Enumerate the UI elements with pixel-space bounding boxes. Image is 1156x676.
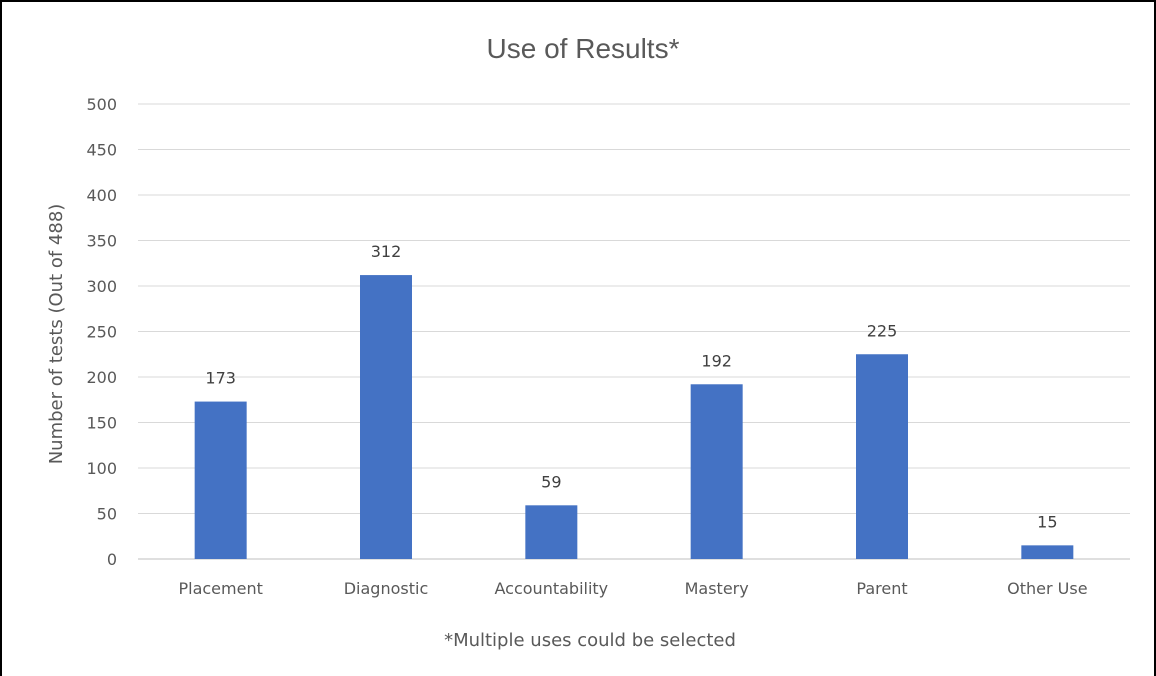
data-label: 15 [1037,512,1057,531]
bar-accountability [525,505,578,559]
data-label: 312 [371,242,402,261]
y-tick-label: 500 [86,95,117,114]
y-axis-ticks: 0 50 100 150 200 250 300 350 400 450 500 [86,95,117,569]
bar-parent [856,354,908,559]
chart-title: Use of Results* [487,33,680,64]
x-tick-label: Diagnostic [344,579,429,598]
x-tick-label: Placement [178,579,262,598]
data-label: 192 [701,351,732,370]
y-tick-label: 200 [86,368,117,387]
y-tick-label: 350 [86,232,117,251]
bar-diagnostic [360,275,412,559]
data-label: 59 [541,472,561,491]
bar-placement [194,401,247,559]
data-label: 173 [205,369,236,388]
y-tick-label: 0 [107,550,117,569]
y-tick-label: 100 [86,459,117,478]
data-labels: 173 312 59 192 225 15 [205,242,1057,531]
y-tick-label: 50 [97,505,117,524]
x-tick-label: Accountability [495,579,609,598]
bar-other-use [1021,545,1074,559]
x-axis-label: *Multiple uses could be selected [444,630,736,651]
x-tick-label: Mastery [685,579,749,598]
y-axis-label: Number of tests (Out of 488) [46,204,67,465]
gridlines [138,103,1130,560]
x-tick-label: Parent [856,579,907,598]
data-label: 225 [867,321,898,340]
bars [194,275,1074,559]
bar-mastery [690,384,743,559]
x-axis-ticks: Placement Diagnostic Accountability Mastery… [178,579,1087,598]
x-tick-label: Other Use [1007,579,1087,598]
y-tick-label: 150 [86,414,117,433]
y-tick-label: 450 [86,141,117,160]
y-tick-label: 400 [86,186,117,205]
y-tick-label: 250 [86,323,117,342]
y-tick-label: 300 [86,277,117,296]
